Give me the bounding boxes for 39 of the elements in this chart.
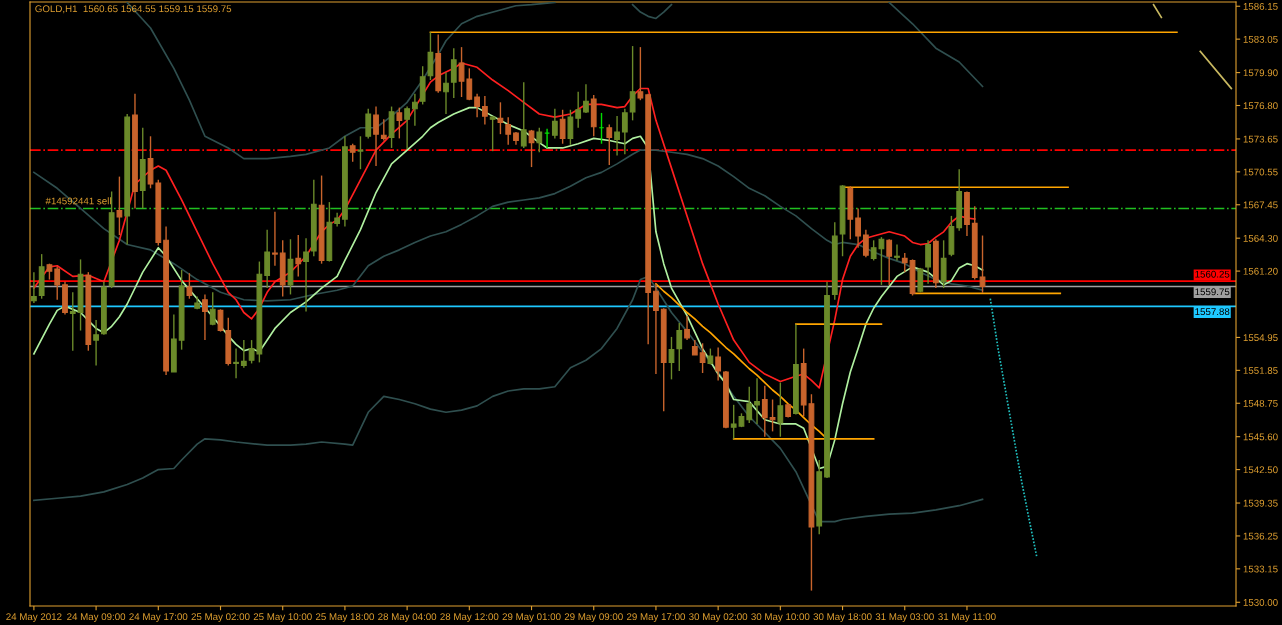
x-tick-label: 29 May 17:00 [626,613,686,623]
x-tick-label: 29 May 09:00 [564,613,623,623]
y-tick-label: 1570.55 [1243,168,1278,176]
x-tick-label: 28 May 12:00 [440,613,499,623]
x-tick-label: 30 May 02:00 [689,613,748,623]
y-tick-label: 1548.75 [1243,399,1278,407]
y-tick-label: 1536.25 [1243,532,1278,540]
y-tick-label: 1542.50 [1243,466,1278,474]
x-tick-label: 30 May 10:00 [751,613,810,623]
y-tick-label: 1551.85 [1243,367,1278,374]
x-tick-label: 24 May 2012 [6,613,62,623]
y-tick-label: 1554.95 [1243,334,1278,342]
y-tick-label: 1573.65 [1243,135,1278,143]
x-tick-label: 29 May 01:00 [502,613,561,623]
x-tick-label: 24 May 17:00 [129,613,188,623]
y-tick-label: 1583.05 [1243,35,1278,43]
x-tick-label: 25 May 10:00 [253,613,312,623]
x-tick-label: 31 May 03:00 [875,613,934,623]
y-tick-label: 1530.00 [1243,599,1278,606]
y-tick-label: 1586.15 [1243,2,1278,10]
y-tick-label: 1576.80 [1243,102,1278,110]
y-tick-label: 1545.60 [1243,433,1278,441]
x-tick-label: 25 May 18:00 [315,613,374,623]
x-tick-label: 30 May 18:00 [813,613,872,623]
x-tick-label: 28 May 04:00 [378,613,437,623]
x-tick-label: 24 May 09:00 [67,613,126,623]
x-tick-label: 31 May 11:00 [938,613,996,623]
y-tick-label: 1579.90 [1243,69,1278,77]
y-tick-label: 1567.45 [1243,201,1278,209]
ref-line-label: #14592441 sell [45,197,111,205]
x-tick-label: 25 May 02:00 [191,613,250,623]
y-tick-label: 1564.30 [1243,234,1278,242]
chart-title: GOLD,H1 1560.65 1564.55 1559.15 1559.75 [35,5,232,14]
ref-line-label: 1557.88 [1195,308,1230,316]
ref-line-label: 1559.75 [1195,288,1230,296]
y-tick-label: 1561.20 [1243,267,1278,275]
y-tick-label: 1539.35 [1243,499,1278,507]
y-tick-label: 1533.15 [1243,565,1278,573]
ref-line-label: 1560.25 [1195,270,1230,278]
